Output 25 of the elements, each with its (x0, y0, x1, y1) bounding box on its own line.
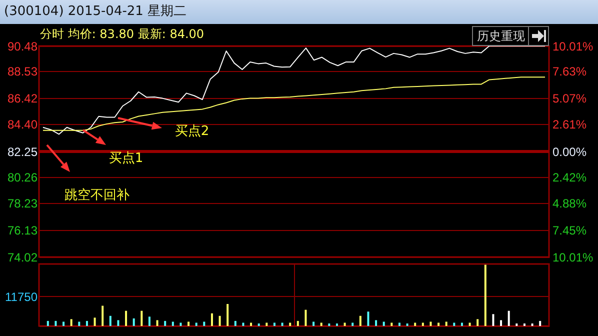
y2-tick-label: 0.00% (552, 145, 587, 159)
y2-tick-label: 7.45% (552, 224, 587, 238)
y2-tick-label: 2.42% (552, 170, 587, 185)
y2-tick-label: 5.07% (552, 92, 587, 106)
y-tick-label: 80.26 (7, 170, 38, 185)
y2-tick-label: 7.63% (552, 64, 587, 79)
annotation: 跳空不回补 (64, 187, 130, 204)
y2-tick-label: 10.01% (552, 40, 594, 54)
annotation: 买点1 (108, 150, 144, 167)
annotation: 买点2 (174, 123, 210, 140)
y2-tick-label: 2.61% (552, 117, 587, 132)
y2-tick-label: 4.88% (552, 196, 587, 210)
y-tick-label: 11750 (5, 290, 38, 304)
chart-subtitle: 分时 均价: 83.80 最新: 84.00 (40, 26, 204, 43)
y2-tick-label: 10.01% (552, 250, 594, 264)
y-tick-label: 86.42 (7, 92, 38, 106)
y-tick-label: 84.40 (7, 117, 38, 132)
chart-title: (300104) 2015-04-21 星期二 (0, 0, 598, 24)
y-tick-label: 78.23 (7, 196, 38, 211)
y-tick-label: 76.13 (7, 223, 38, 238)
y-tick-label: 90.48 (7, 40, 38, 54)
y-tick-label: 88.53 (7, 64, 38, 78)
text: 历史重现 (472, 26, 529, 46)
y-tick-label: 74.02 (7, 250, 38, 264)
y-tick-label: 82.25 (7, 145, 38, 159)
